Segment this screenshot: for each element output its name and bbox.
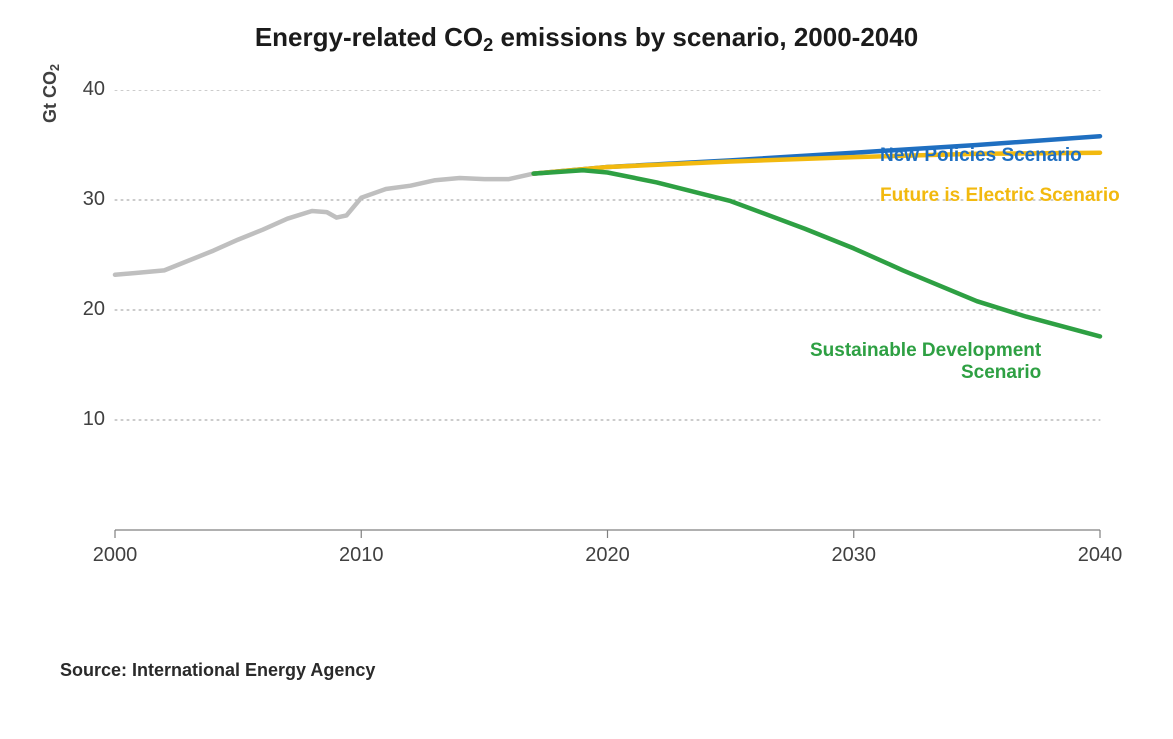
x-tick-label: 2000 (93, 544, 138, 567)
x-tick-label: 2030 (832, 544, 877, 567)
series-label-new-policies: New Policies Scenario (880, 145, 1082, 167)
chart-area: Gt CO2 1020304020002010202020302040New P… (30, 90, 1143, 590)
chart-title: Energy-related CO2 emissions by scenario… (0, 22, 1173, 53)
y-tick-label: 20 (65, 298, 105, 321)
series-label-future-electric: Future is Electric Scenario (880, 185, 1120, 207)
source-label: Source: International Energy Agency (60, 660, 375, 681)
x-tick-label: 2010 (339, 544, 384, 567)
series-label-sustainable-dev: Sustainable DevelopmentScenario (810, 340, 1041, 384)
x-tick-label: 2020 (585, 544, 630, 567)
y-tick-label: 10 (65, 408, 105, 431)
y-tick-label: 30 (65, 188, 105, 211)
page-root: Energy-related CO2 emissions by scenario… (0, 0, 1173, 739)
x-tick-label: 2040 (1078, 544, 1123, 567)
y-tick-label: 40 (65, 78, 105, 101)
y-axis-label: Gt CO2 (40, 64, 61, 123)
